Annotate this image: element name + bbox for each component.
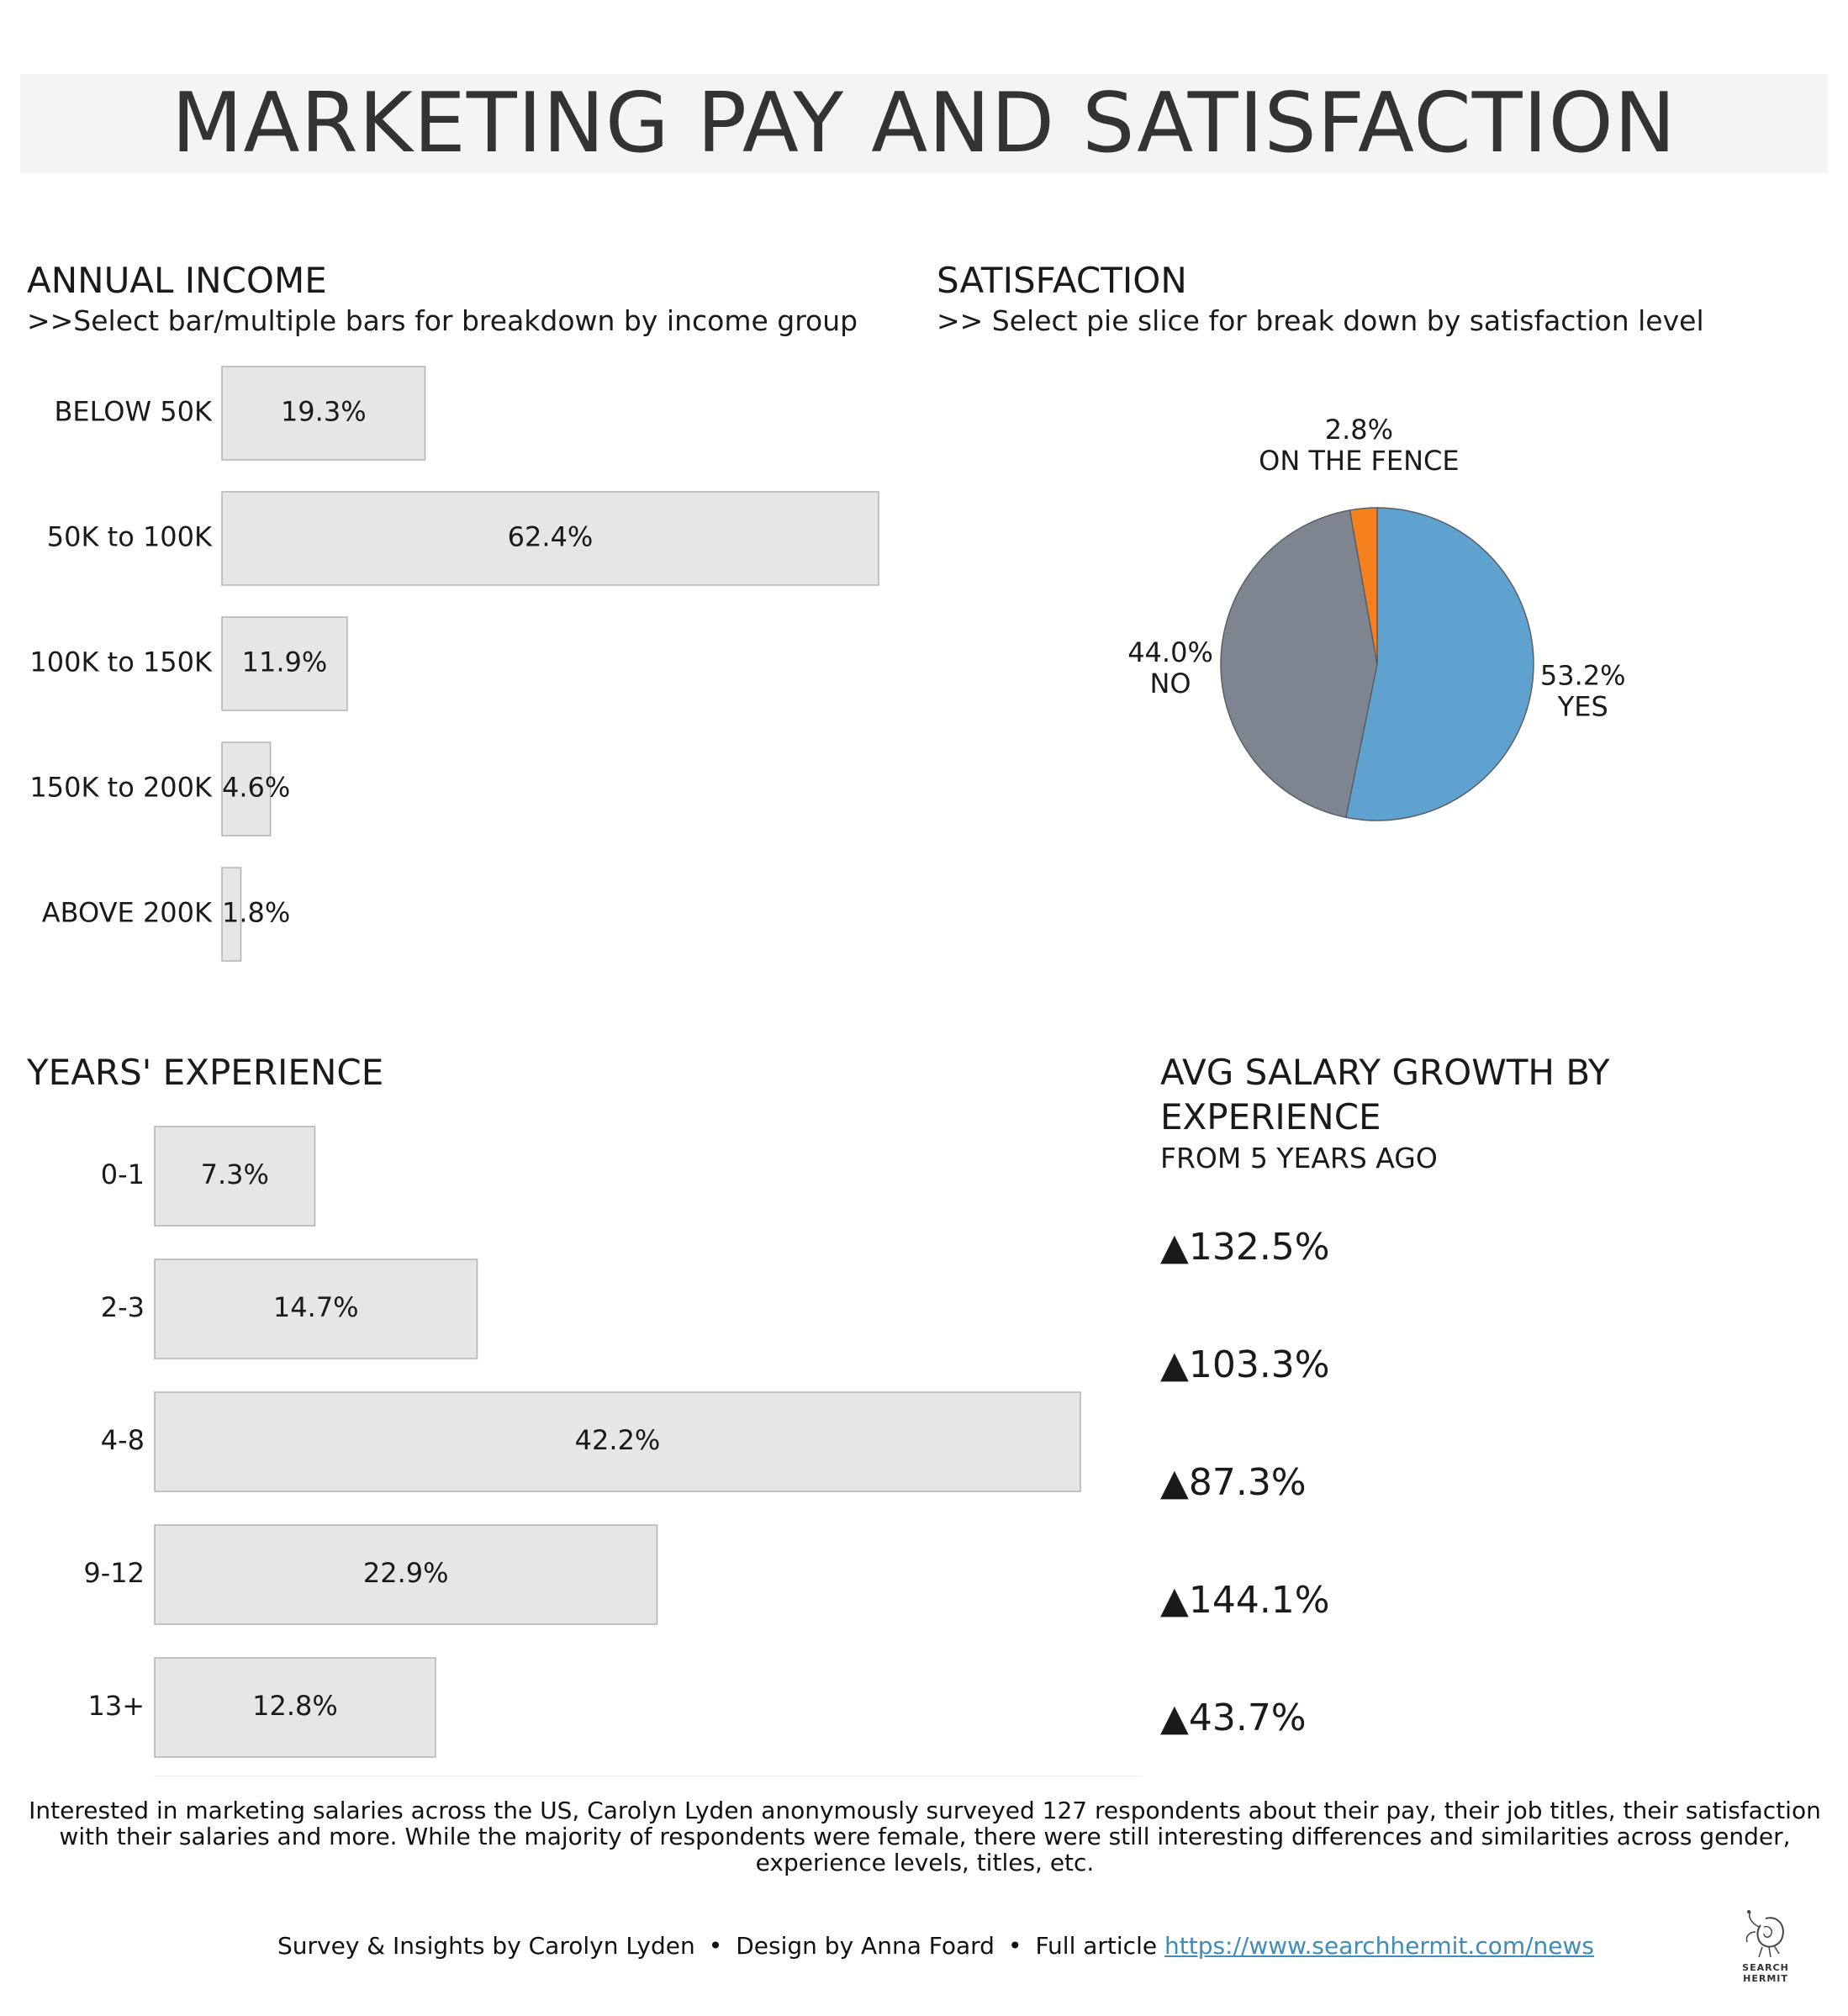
growth-title: AVG SALARY GROWTH BY EXPERIENCE (1160, 1052, 1610, 1137)
page-title: MARKETING PAY AND SATISFACTION (171, 76, 1677, 172)
category-label: 150K to 200K (29, 772, 213, 804)
category-label: 0-1 (101, 1158, 145, 1190)
footer: Survey & Insights by Carolyn Lyden • Desig… (277, 1932, 1594, 1960)
logo: SEARCH HERMIT (1722, 1907, 1809, 1984)
category-label: BELOW 50K (54, 396, 213, 428)
slice-value-label: 44.0% (1127, 636, 1213, 668)
experience-bar-chart[interactable]: 0-1 7.3% 2-3 14.7% 4-8 42.2% 9-12 22.9% 13+ 12.8% (0, 1110, 1110, 1774)
satisfaction-pie-chart[interactable]: 53.2%YES 44.0%NO 2.8%ON THE FENCE (1093, 395, 1698, 866)
bar[interactable] (221, 366, 426, 461)
bar[interactable] (221, 491, 879, 586)
separator: • (1007, 1932, 1022, 1960)
income-subtitle: >>Select bar/multiple bars for breakdown… (27, 304, 858, 337)
title-banner: MARKETING PAY AND SATISFACTION (20, 74, 1828, 173)
pie-slice[interactable] (1344, 507, 1534, 821)
category-label: ABOVE 200K (42, 897, 213, 929)
income-title: ANNUAL INCOME (27, 260, 327, 301)
data-label: 22.9% (363, 1557, 449, 1589)
bar[interactable] (221, 741, 272, 836)
income-bar-chart[interactable]: BELOW 50K 19.3% 50K to 100K 62.4% 100K to 15… (0, 353, 908, 975)
category-label: 2-3 (101, 1291, 145, 1323)
growth-values: ▲132.5% ▲103.3% ▲87.3% ▲144.1% ▲43.7% (1160, 1211, 1766, 1799)
bar[interactable] (221, 616, 348, 711)
bar[interactable] (154, 1391, 1081, 1492)
data-label: 1.8% (222, 897, 290, 929)
growth-value: ▲144.1% (1160, 1579, 1330, 1622)
category-label: 13+ (87, 1690, 145, 1722)
slice-name-label: YES (1557, 691, 1608, 723)
category-label: 4-8 (101, 1424, 145, 1456)
credit-survey: Survey & Insights by Carolyn Lyden (277, 1932, 695, 1960)
data-label: 62.4% (508, 521, 594, 553)
growth-value: ▲103.3% (1160, 1343, 1330, 1386)
data-label: 19.3% (281, 396, 367, 428)
bar[interactable] (154, 1657, 436, 1758)
satisfaction-title: SATISFACTION (937, 260, 1187, 301)
data-label: 4.6% (222, 772, 290, 804)
growth-value: ▲87.3% (1160, 1461, 1307, 1504)
satisfaction-subtitle: >> Select pie slice for break down by sa… (937, 304, 1704, 337)
separator: • (708, 1932, 723, 1960)
credit-design: Design by Anna Foard (736, 1932, 995, 1960)
article-link[interactable]: https://www.searchhermit.com/news (1164, 1932, 1595, 1960)
article-label: Full article (1035, 1932, 1158, 1960)
category-label: 100K to 150K (29, 646, 213, 678)
description: Interested in marketing salaries across … (29, 1797, 1821, 1876)
slice-name-label: NO (1149, 668, 1191, 699)
pie-slice[interactable] (1220, 509, 1378, 819)
data-label: 7.3% (201, 1158, 269, 1190)
slice-value-label: 53.2% (1540, 660, 1626, 692)
data-label: 42.2% (575, 1424, 661, 1456)
data-label: 11.9% (242, 646, 328, 678)
category-label: 50K to 100K (47, 521, 213, 553)
hermit-crab-icon (1745, 1910, 1784, 1958)
slice-value-label: 2.8% (1325, 414, 1393, 446)
pie-slice[interactable] (1349, 507, 1378, 665)
bar[interactable] (221, 867, 242, 962)
category-label: 9-12 (83, 1557, 145, 1589)
data-label: 12.8% (252, 1690, 338, 1722)
experience-title: YEARS' EXPERIENCE (27, 1052, 384, 1093)
growth-value: ▲132.5% (1160, 1226, 1330, 1269)
bar[interactable] (154, 1126, 316, 1227)
bar[interactable] (154, 1259, 478, 1359)
logo-text: SEARCH HERMIT (1742, 1962, 1789, 1984)
bar[interactable] (154, 1524, 658, 1625)
growth-subtitle: FROM 5 YEARS AGO (1160, 1142, 1438, 1174)
slice-name-label: ON THE FENCE (1259, 445, 1459, 477)
growth-value: ▲43.7% (1160, 1697, 1307, 1739)
data-label: 14.7% (273, 1291, 359, 1323)
